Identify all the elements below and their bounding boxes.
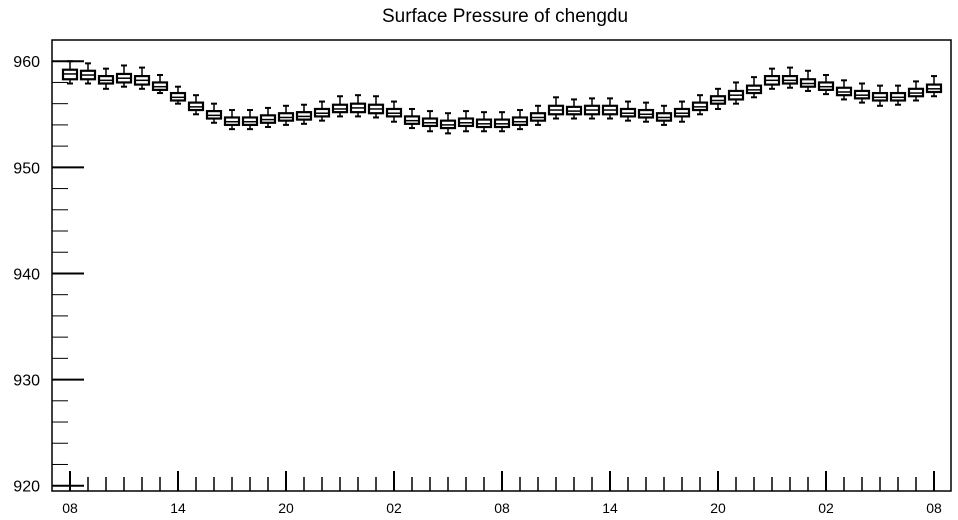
box-mark	[817, 74, 835, 96]
box-mark	[295, 103, 313, 125]
box-mark	[61, 60, 79, 85]
box-mark	[601, 97, 619, 120]
x-tick-label: 08	[494, 500, 510, 516]
box-mark	[97, 67, 115, 90]
box-mark	[367, 95, 385, 119]
box-mark	[493, 111, 511, 133]
box-mark	[349, 94, 367, 118]
y-tick-label: 950	[13, 160, 40, 177]
box-mark	[259, 106, 277, 129]
box-mark	[763, 67, 781, 90]
box-mark	[205, 102, 223, 124]
box-mark	[277, 104, 295, 126]
y-tick-label: 940	[13, 266, 40, 283]
y-tick-label: 920	[13, 479, 40, 496]
box-mark	[133, 66, 151, 90]
box-mark	[871, 84, 889, 107]
box-mark	[637, 101, 655, 123]
box-mark	[79, 62, 97, 85]
box-mark	[907, 80, 925, 102]
box-mark	[169, 85, 187, 105]
box-mark	[781, 66, 799, 89]
box-mark	[853, 82, 871, 104]
y-tick-label: 930	[13, 373, 40, 390]
y-axis: 920 930 940 950 960	[13, 54, 84, 496]
box-mark	[475, 111, 493, 133]
box-mark	[511, 109, 529, 131]
box-mark	[331, 95, 349, 118]
box-mark	[889, 84, 907, 106]
y-tick-label: 960	[13, 54, 40, 71]
x-tick-label: 08	[926, 500, 942, 516]
box-series	[61, 60, 943, 135]
box-mark	[529, 104, 547, 126]
box-mark	[745, 76, 763, 99]
x-tick-label: 02	[818, 500, 834, 516]
box-mark	[709, 87, 727, 110]
box-mark	[439, 112, 457, 135]
box-mark	[457, 110, 475, 133]
box-mark	[583, 97, 601, 120]
box-mark	[385, 100, 403, 123]
plot-frame	[51, 39, 952, 492]
box-mark	[223, 109, 241, 131]
box-mark	[241, 109, 259, 131]
chart-title: Surface Pressure of chengdu	[382, 6, 628, 27]
box-mark	[115, 64, 133, 88]
box-mark	[151, 74, 169, 95]
box-mark	[835, 79, 853, 101]
box-mark	[187, 94, 205, 116]
box-mark	[691, 94, 709, 116]
box-mark	[565, 98, 583, 120]
box-mark	[673, 100, 691, 123]
box-mark	[925, 75, 943, 98]
x-axis: 08 14 20 02 08 14 20 02 08	[62, 471, 942, 516]
box-mark	[547, 96, 565, 120]
box-mark	[655, 104, 673, 126]
box-mark	[313, 100, 331, 122]
box-mark	[421, 110, 439, 133]
box-mark	[619, 100, 637, 122]
x-tick-label: 08	[62, 500, 78, 516]
x-tick-label: 14	[170, 500, 186, 516]
x-tick-label: 20	[710, 500, 726, 516]
x-tick-label: 02	[386, 500, 402, 516]
box-mark	[727, 81, 745, 105]
box-mark	[403, 107, 421, 130]
x-tick-label: 14	[602, 500, 618, 516]
x-tick-label: 20	[278, 500, 294, 516]
box-mark	[799, 69, 817, 92]
